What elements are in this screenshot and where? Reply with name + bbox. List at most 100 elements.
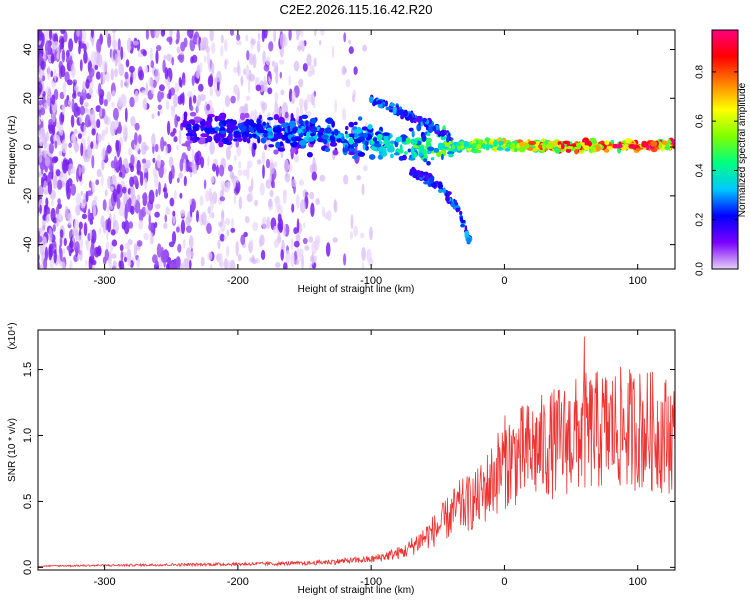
- noise-blob: [44, 40, 51, 56]
- branch-point: [437, 181, 443, 187]
- noise-blob: [43, 188, 49, 196]
- band-point: [383, 134, 389, 141]
- noise-blob: [291, 98, 295, 105]
- noise-blob: [283, 158, 289, 173]
- noise-blob: [187, 91, 193, 98]
- noise-blob: [120, 250, 124, 262]
- noise-blob: [154, 260, 159, 267]
- branch-point: [392, 107, 397, 115]
- chart-title: C2E2.2026.115.16.42.R20: [280, 2, 433, 17]
- noise-blob: [182, 238, 186, 249]
- noise-blob: [90, 141, 94, 150]
- noise-blob: [137, 256, 140, 265]
- band-point: [635, 148, 640, 152]
- band-point: [590, 146, 596, 153]
- noise-blob: [269, 162, 275, 175]
- noise-blob: [90, 30, 94, 39]
- noise-blob: [44, 156, 51, 167]
- noise-blob: [275, 62, 279, 77]
- noise-blob: [118, 121, 121, 127]
- band-point: [541, 138, 546, 142]
- noise-blob: [269, 189, 274, 198]
- noise-blob: [265, 158, 271, 169]
- noise-blob: [349, 231, 353, 240]
- branch-point: [439, 130, 446, 137]
- noise-blob: [230, 95, 236, 104]
- x-tick-label: -300: [94, 275, 116, 287]
- noise-blob: [124, 206, 128, 221]
- noise-blob: [308, 236, 314, 243]
- noise-blob: [173, 136, 178, 143]
- noise-blob: [168, 89, 172, 100]
- branch-point: [455, 207, 460, 212]
- band-point: [459, 140, 465, 146]
- band-point: [181, 143, 190, 147]
- band-point: [191, 129, 196, 135]
- noise-blob: [249, 239, 254, 249]
- noise-blob: [169, 156, 174, 168]
- noise-blob: [218, 221, 223, 227]
- main-band: [180, 103, 675, 166]
- band-point: [310, 132, 315, 137]
- band-point: [234, 130, 240, 135]
- noise-blob: [40, 120, 44, 129]
- band-point: [258, 114, 263, 120]
- noise-blob: [91, 128, 96, 136]
- noise-blob: [195, 150, 202, 166]
- spectrogram-frame: [37, 29, 676, 270]
- band-point: [476, 149, 482, 154]
- noise-blob: [272, 181, 275, 189]
- noise-blob: [154, 143, 159, 153]
- noise-blob: [144, 177, 148, 190]
- noise-blob: [41, 176, 44, 188]
- noise-blob: [238, 161, 242, 169]
- noise-blob: [233, 66, 238, 74]
- noise-blob: [232, 178, 237, 189]
- noise-blob: [191, 75, 195, 86]
- noise-blob: [276, 107, 283, 117]
- noise-blob: [45, 214, 50, 223]
- band-point: [214, 126, 220, 132]
- noise-blob: [112, 107, 119, 121]
- noise-blob: [230, 30, 234, 36]
- noise-blob: [59, 248, 63, 262]
- noise-blob: [225, 245, 230, 258]
- band-point: [650, 140, 658, 147]
- noise-blob: [94, 64, 99, 71]
- noise-blob: [266, 216, 270, 230]
- branch-point: [396, 110, 400, 117]
- noise-blob: [102, 221, 107, 234]
- band-point: [200, 133, 209, 138]
- band-point: [361, 126, 368, 131]
- colorbar-tick-label: 0.8: [695, 64, 706, 78]
- noise-blob: [64, 205, 69, 220]
- band-point: [552, 141, 558, 147]
- band-point: [253, 142, 257, 151]
- band-point: [305, 120, 309, 127]
- band-point: [440, 153, 444, 161]
- band-point: [671, 139, 675, 146]
- band-point: [326, 117, 334, 124]
- noise-blob: [299, 98, 304, 108]
- noise-blob: [117, 38, 121, 51]
- band-point: [321, 134, 329, 139]
- noise-blob: [67, 178, 73, 187]
- branch-point: [429, 176, 435, 181]
- noise-blob: [64, 98, 69, 108]
- noise-blob: [262, 50, 266, 66]
- noise-blob: [79, 249, 83, 261]
- noise-blob: [325, 242, 331, 257]
- noise-blob: [243, 68, 247, 76]
- noise-blob: [148, 214, 151, 225]
- band-point: [545, 143, 554, 150]
- branch-point: [422, 117, 428, 123]
- noise-blob: [151, 133, 156, 147]
- noise-blob: [251, 258, 257, 265]
- band-point: [425, 141, 431, 147]
- noise-blob: [95, 105, 102, 113]
- noise-blob: [116, 197, 121, 210]
- noise-blob: [38, 171, 42, 177]
- band-point: [262, 121, 266, 126]
- noise-blob: [85, 239, 90, 251]
- noise-blob: [299, 104, 303, 119]
